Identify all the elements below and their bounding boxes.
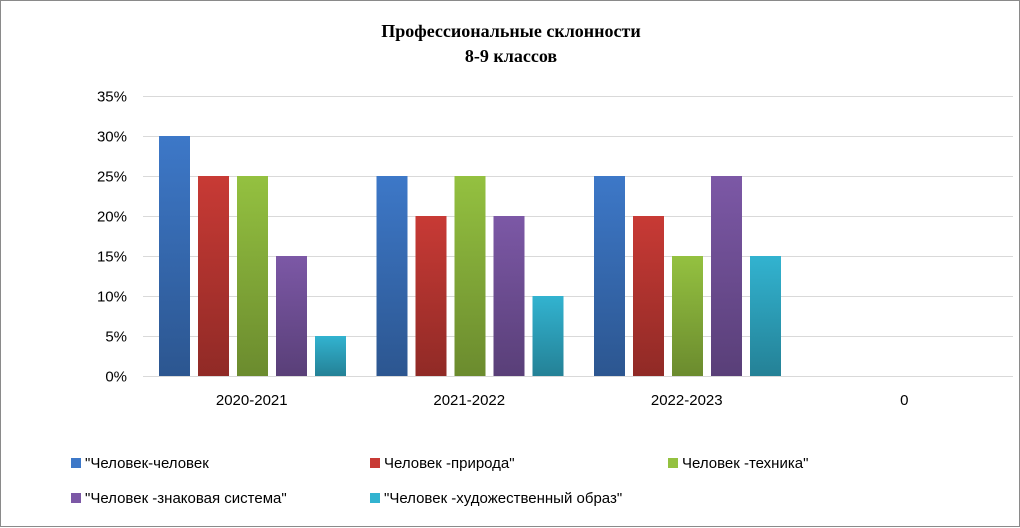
x-axis-tick-labels: 2020-2021 2021-2022 2022-2023 0: [216, 392, 909, 409]
bar: [376, 176, 408, 376]
chart-title: Профессиональные склонности: [381, 21, 641, 41]
y-axis-tick-labels: 0% 5% 10% 15% 20% 25% 30% 35%: [97, 89, 127, 386]
bar: [415, 216, 447, 376]
bar: [493, 216, 525, 376]
bar: [237, 176, 268, 376]
legend-swatch: [370, 458, 380, 468]
bar: [633, 216, 664, 376]
bar: [594, 176, 625, 376]
bar: [198, 176, 229, 376]
bar: [711, 176, 742, 376]
x-tick-label: 2020-2021: [216, 392, 288, 409]
legend-swatch: [370, 493, 380, 503]
x-tick-label: 2022-2023: [651, 392, 723, 409]
y-tick-label: 20%: [97, 209, 127, 226]
y-tick-label: 30%: [97, 129, 127, 146]
bar: [276, 256, 307, 376]
x-tick-label: 0: [900, 392, 908, 409]
legend-label: "Человек-человек: [85, 455, 209, 472]
chart-subtitle: 8-9 классов: [465, 46, 557, 66]
legend-label: Человек -техника": [682, 455, 808, 472]
bar: [750, 256, 781, 376]
bar: [315, 336, 346, 376]
legend: "Человек-человек Человек -природа" Человек…: [71, 455, 808, 507]
bar: [532, 296, 564, 376]
y-tick-label: 0%: [105, 369, 127, 386]
legend-swatch: [668, 458, 678, 468]
gridlines: [143, 96, 1013, 377]
y-tick-label: 10%: [97, 289, 127, 306]
y-tick-label: 15%: [97, 249, 127, 266]
legend-label: Человек -природа": [384, 455, 515, 472]
bars: [159, 136, 781, 376]
y-tick-label: 35%: [97, 89, 127, 106]
legend-label: "Человек -знаковая система": [85, 490, 287, 507]
legend-swatch: [71, 458, 81, 468]
bar: [454, 176, 486, 376]
y-tick-label: 25%: [97, 169, 127, 186]
legend-label: "Человек -художественный образ": [384, 490, 622, 507]
y-tick-label: 5%: [105, 329, 127, 346]
legend-swatch: [71, 493, 81, 503]
bar: [672, 256, 703, 376]
x-tick-label: 2021-2022: [433, 392, 505, 409]
bar: [159, 136, 190, 376]
